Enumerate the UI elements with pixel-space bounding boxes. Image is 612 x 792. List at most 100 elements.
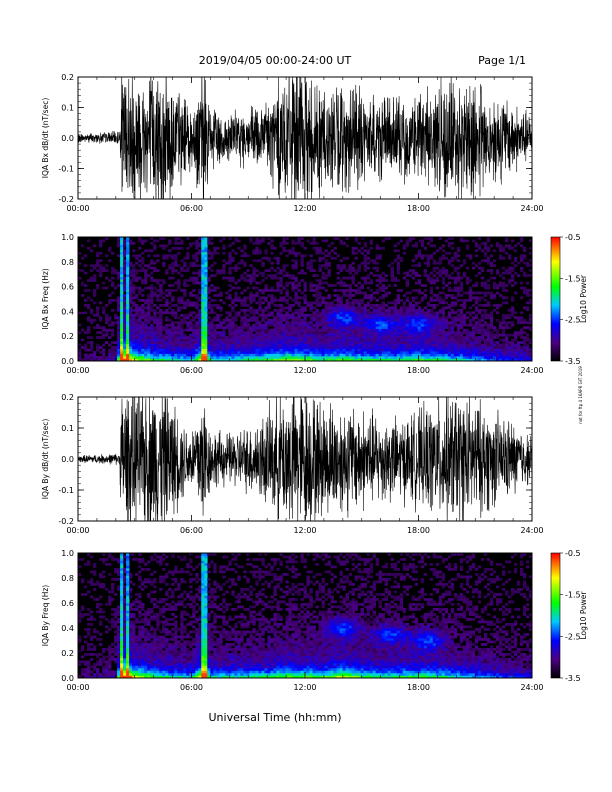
spectrogram-cell xyxy=(411,276,416,280)
spectrogram-cell xyxy=(126,343,130,347)
spectrogram-cell xyxy=(177,321,181,325)
spectrogram-cell xyxy=(345,306,349,310)
spectrogram-cell xyxy=(141,308,145,312)
spectrogram-cell xyxy=(138,259,142,263)
spectrogram-cell xyxy=(402,251,407,255)
spectrogram-cell xyxy=(417,274,422,277)
spectrogram-cell xyxy=(486,261,491,265)
spectrogram-cell xyxy=(282,269,286,273)
spectrogram-cell xyxy=(360,348,364,352)
spectrogram-cell xyxy=(474,301,479,305)
spectrogram-cell xyxy=(138,306,142,310)
spectrogram-cell xyxy=(87,560,91,564)
spectrogram-cell xyxy=(321,351,325,354)
spectrogram-cell xyxy=(363,296,367,300)
spectrogram-cell xyxy=(510,284,515,287)
spectrogram-cell xyxy=(216,353,220,357)
spectrogram-cell xyxy=(198,271,202,275)
spectrogram-cell xyxy=(297,336,301,339)
spectrogram-cell xyxy=(489,316,494,320)
spectrogram-cell xyxy=(432,244,437,248)
spectrogram-cell xyxy=(363,241,367,245)
spectrogram-cell xyxy=(522,291,527,295)
spectrogram-cell xyxy=(249,276,253,280)
spectrogram-cell xyxy=(516,353,521,357)
spectrogram-cell xyxy=(276,266,280,270)
spectrogram-cell xyxy=(438,261,443,265)
spectrogram-cell xyxy=(102,333,106,337)
spectrogram-cell xyxy=(183,294,187,297)
spectrogram-cell xyxy=(267,311,271,315)
spectrogram-cell xyxy=(240,346,244,349)
spectrogram-cell xyxy=(333,311,337,315)
spectrogram-cell xyxy=(219,351,223,354)
spectrogram-cell xyxy=(231,316,235,320)
spectrogram-cell xyxy=(366,303,370,307)
spectrogram-cell xyxy=(411,308,416,312)
spectrogram-cell xyxy=(372,351,376,354)
spectrogram-cell xyxy=(408,323,413,327)
spectrogram-cell xyxy=(501,271,506,275)
spectrogram-cell xyxy=(231,353,235,357)
spectrogram-cell xyxy=(129,348,133,352)
spectrogram-cell xyxy=(345,284,349,287)
spectrogram-cell xyxy=(201,299,205,302)
spectrogram-cell xyxy=(354,351,358,354)
spectrogram-cell xyxy=(444,333,449,337)
spectrogram-cell xyxy=(78,269,82,273)
spectrogram-cell xyxy=(225,336,229,339)
spectrogram-cell xyxy=(339,316,343,320)
spectrogram-cell xyxy=(228,343,232,347)
spectrogram-cell xyxy=(138,351,142,354)
spectrogram-cell xyxy=(180,313,184,317)
spectrogram-cell xyxy=(213,286,217,290)
spectrogram-cell xyxy=(297,338,301,342)
spectrogram-cell xyxy=(396,301,401,305)
spectrogram-cell xyxy=(345,341,349,344)
spectrogram-cell xyxy=(498,254,503,258)
spectrogram-cell xyxy=(450,341,455,344)
spectrogram-cell xyxy=(498,249,503,253)
spectrogram-cell xyxy=(171,261,175,265)
spectrogram-cell xyxy=(474,341,479,344)
spectrogram-cell xyxy=(243,308,247,312)
spectrogram-cell xyxy=(168,241,172,245)
spectrogram-cell xyxy=(267,338,271,342)
spectrogram-cell xyxy=(408,336,413,339)
spectrogram-cell xyxy=(513,264,518,268)
spectrogram-cell xyxy=(354,269,358,273)
spectrogram-cell xyxy=(390,333,394,337)
spectrogram-cell xyxy=(132,343,136,347)
spectrogram-cell xyxy=(426,308,431,312)
spectrogram-cell xyxy=(339,326,343,330)
spectrogram-cell xyxy=(252,241,256,245)
spectrogram-cell xyxy=(198,289,202,292)
spectrogram-cell xyxy=(429,356,434,359)
spectrogram-cell xyxy=(453,346,458,349)
spectrogram-cell xyxy=(204,254,208,258)
spectrogram-cell xyxy=(516,343,521,347)
spectrogram-cell xyxy=(255,331,259,335)
spectrogram-cell xyxy=(195,346,199,349)
spectrogram-cell xyxy=(414,296,419,300)
spectrogram-cell xyxy=(459,346,464,349)
spectrogram-cell xyxy=(324,303,328,307)
spectrogram-cell xyxy=(108,336,112,339)
spectrogram-cell xyxy=(507,348,512,352)
spectrogram-cell xyxy=(291,264,295,268)
spectrogram-cell xyxy=(81,673,85,676)
spectrogram-cell xyxy=(282,241,286,245)
spectrogram-cell xyxy=(144,299,148,302)
spectrogram-cell xyxy=(474,313,479,317)
spectrogram-cell xyxy=(384,353,388,357)
spectrogram-cell xyxy=(444,356,449,359)
spectrogram-cell xyxy=(201,311,205,315)
spectrogram-cell xyxy=(468,289,473,292)
spectrogram-cell xyxy=(138,346,142,349)
spectrogram-cell xyxy=(456,274,461,277)
spectrogram-cell xyxy=(129,318,133,322)
spectrogram-cell xyxy=(345,318,349,322)
spectrogram-cell xyxy=(387,264,391,268)
spectrogram-cell xyxy=(123,251,127,255)
spectrogram-cell xyxy=(171,289,175,292)
